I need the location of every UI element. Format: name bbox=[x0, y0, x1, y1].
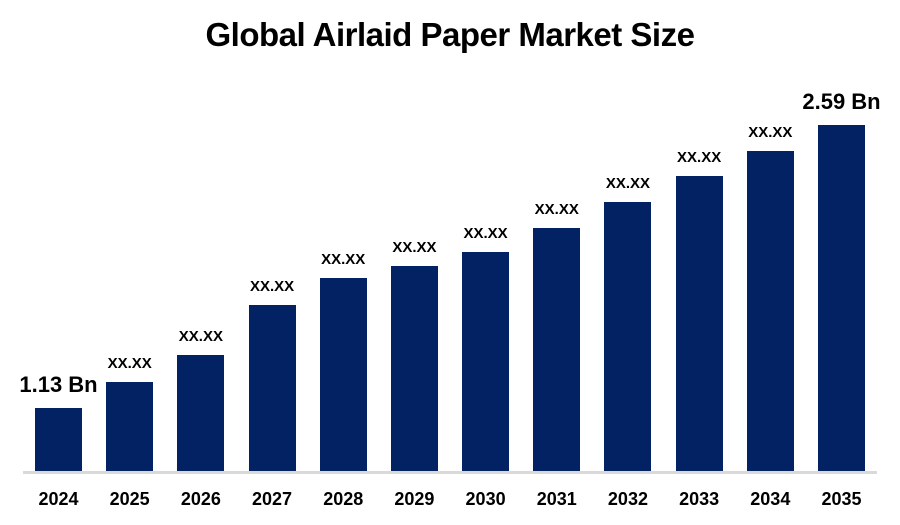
bar-2028 bbox=[319, 278, 367, 471]
bar-2033 bbox=[675, 176, 723, 471]
bar-value-label: XX.XX bbox=[748, 124, 793, 141]
bar-column-2026: XX.XX bbox=[177, 328, 225, 471]
bar-2025 bbox=[106, 382, 154, 471]
bar-value-label: XX.XX bbox=[249, 278, 295, 295]
bar-column-2024: 1.13 Bn bbox=[19, 372, 98, 471]
x-tick-label-2029: 2029 bbox=[394, 489, 435, 509]
bar-value-label: 1.13 Bn bbox=[19, 372, 98, 397]
x-tick-label-2026: 2026 bbox=[180, 489, 221, 509]
bar-column-2029: XX.XX bbox=[390, 239, 438, 471]
x-tick-label-2028: 2028 bbox=[323, 489, 364, 509]
x-axis-tick-labels: 2024 2025 2026 2027 2028 2029 2030 2031 2032 2033… bbox=[35, 489, 865, 513]
bar-value-label: 2.59 Bn bbox=[802, 89, 881, 114]
bar-column-2031: XX.XX bbox=[533, 201, 581, 471]
x-axis-line bbox=[23, 471, 877, 474]
x-tick-label-2032: 2032 bbox=[607, 489, 648, 509]
bar-column-2028: XX.XX bbox=[319, 251, 367, 471]
bar-2030 bbox=[462, 252, 510, 471]
bar-value-label: XX.XX bbox=[107, 355, 152, 372]
plot-area: 1.13 Bn XX.XX XX.XX XX.XX XX.XX XX.XX XX.XX XX.… bbox=[19, 0, 881, 471]
bar-value-label: XX.XX bbox=[463, 225, 508, 242]
x-tick-label-2027: 2027 bbox=[252, 489, 293, 509]
bar-value-label: XX.XX bbox=[321, 251, 366, 268]
bar-value-label: XX.XX bbox=[534, 201, 579, 218]
bar-value-label: XX.XX bbox=[392, 239, 437, 256]
bar-column-2030: XX.XX bbox=[462, 225, 510, 471]
x-tick-label-2030: 2030 bbox=[465, 489, 506, 509]
bar-2024 bbox=[35, 408, 82, 471]
x-tick-label-2024: 2024 bbox=[38, 489, 79, 509]
chart-title: Global Airlaid Paper Market Size bbox=[205, 16, 695, 53]
x-tick-label-2034: 2034 bbox=[750, 489, 791, 509]
bar-column-2033: XX.XX bbox=[675, 149, 723, 471]
x-tick-label-2025: 2025 bbox=[109, 489, 150, 509]
bar-value-label: XX.XX bbox=[605, 175, 651, 192]
bar-2031 bbox=[533, 228, 581, 471]
bar-2034 bbox=[746, 151, 794, 471]
bar-2035 bbox=[818, 125, 865, 471]
x-tick-label-2033: 2033 bbox=[679, 489, 720, 509]
bar-column-2034: XX.XX bbox=[746, 124, 794, 471]
bar-2027 bbox=[248, 305, 296, 471]
bar-value-label: XX.XX bbox=[677, 149, 722, 166]
bar-column-2025: XX.XX bbox=[106, 355, 154, 471]
bar-2032 bbox=[604, 202, 652, 471]
x-tick-label-2031: 2031 bbox=[536, 489, 577, 509]
bar-column-2027: XX.XX bbox=[248, 278, 296, 471]
x-tick-label-2035: 2035 bbox=[821, 489, 862, 509]
bar-column-2032: XX.XX bbox=[604, 175, 652, 471]
bar-column-2035: 2.59 Bn bbox=[802, 89, 881, 471]
bar-2026 bbox=[177, 355, 225, 471]
bar-value-label: XX.XX bbox=[178, 328, 223, 345]
bar-2029 bbox=[390, 266, 438, 471]
